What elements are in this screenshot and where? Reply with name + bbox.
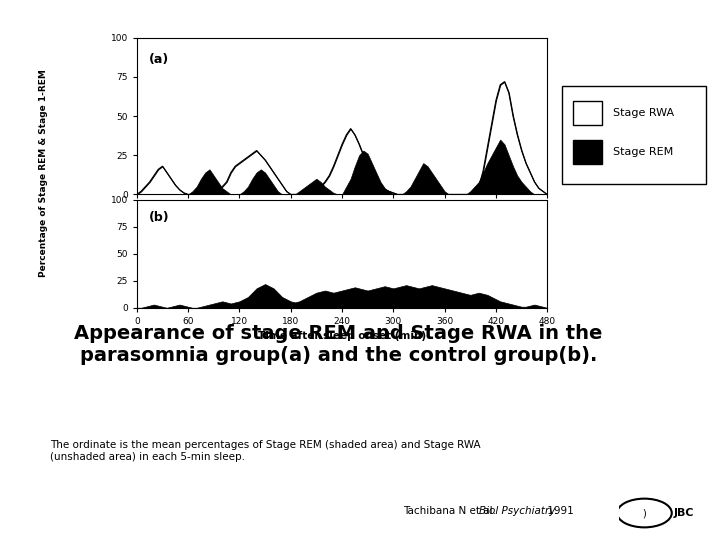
X-axis label: Time after sleep onset (min): Time after sleep onset (min): [258, 332, 426, 341]
Text: (a): (a): [149, 53, 169, 66]
Text: ): ): [642, 508, 647, 518]
Text: JBC: JBC: [673, 508, 693, 518]
Text: (b): (b): [149, 211, 170, 224]
Text: Tachibana N et al.: Tachibana N et al.: [403, 505, 500, 516]
Text: Biol Psychiatry.: Biol Psychiatry.: [479, 505, 558, 516]
Text: Stage REM: Stage REM: [613, 147, 674, 157]
Text: Appearance of stage REM and Stage RWA in the
parasomnia group(a) and the control: Appearance of stage REM and Stage RWA in…: [74, 324, 603, 365]
Bar: [573, 140, 602, 164]
Text: Percentage of Stage REM & Stage 1-REM: Percentage of Stage REM & Stage 1-REM: [39, 69, 48, 276]
Text: The ordinate is the mean percentages of Stage REM (shaded area) and Stage RWA
(u: The ordinate is the mean percentages of …: [50, 440, 481, 462]
Bar: [573, 101, 602, 125]
Text: 1991: 1991: [544, 505, 573, 516]
Text: Stage RWA: Stage RWA: [613, 108, 675, 118]
